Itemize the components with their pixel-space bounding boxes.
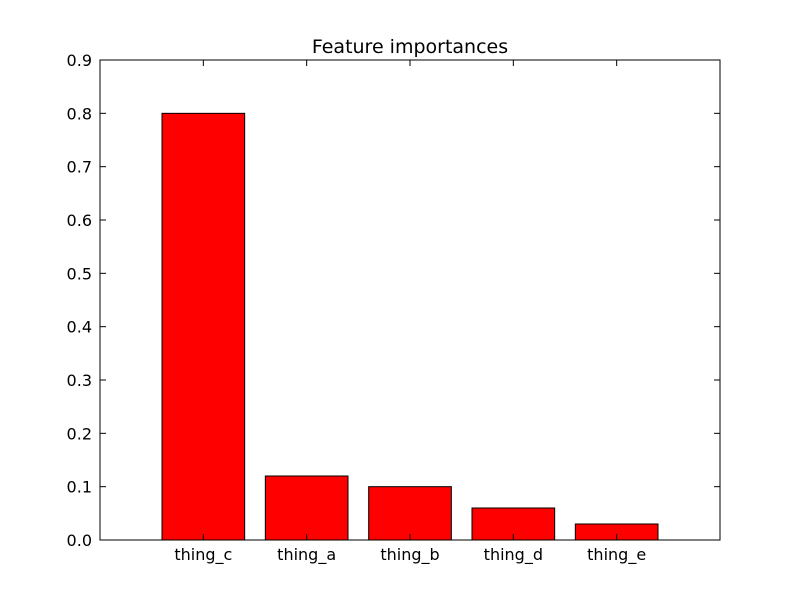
bars-group <box>161 112 659 541</box>
x-tick-label: thing_a <box>277 545 336 565</box>
chart-title: Feature importances <box>312 36 508 58</box>
y-tick-label: 0.3 <box>67 371 92 390</box>
y-tick-label: 0.8 <box>67 104 92 123</box>
y-tick-label: 0.1 <box>67 478 92 497</box>
x-tick-label: thing_d <box>484 545 543 565</box>
x-tick-label: thing_e <box>587 545 646 565</box>
y-tick-label: 0.0 <box>67 531 92 550</box>
y-tick-label: 0.2 <box>67 424 92 443</box>
y-tick-label: 0.4 <box>67 318 92 337</box>
x-tick-label: thing_c <box>174 545 232 565</box>
bar-thing-a <box>264 475 349 541</box>
plot-frame <box>99 59 721 541</box>
bar-thing-b <box>368 486 452 541</box>
x-tick-label: thing_b <box>380 545 439 565</box>
y-tick-label: 0.5 <box>67 264 92 283</box>
axes-group: thing_c thing_a thing_b thing_d thing_e 0.0 0.… <box>67 51 720 565</box>
bar-thing-c <box>161 112 246 541</box>
y-tick-label: 0.9 <box>67 51 92 70</box>
y-tick-label: 0.6 <box>67 211 92 230</box>
y-tick-label: 0.7 <box>67 158 92 177</box>
